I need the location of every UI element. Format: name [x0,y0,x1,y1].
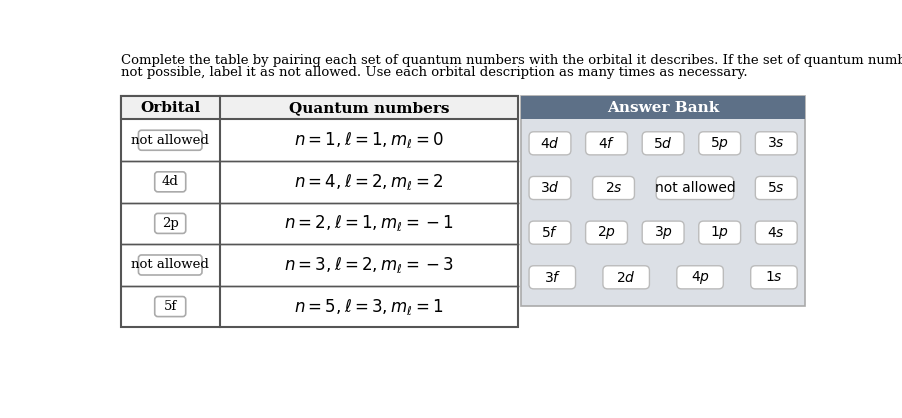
Text: Complete the table by pairing each set of quantum numbers with the orbital it de: Complete the table by pairing each set o… [121,54,902,67]
Text: Orbital: Orbital [140,101,200,115]
Text: not allowed: not allowed [654,181,734,195]
FancyBboxPatch shape [676,266,723,289]
FancyBboxPatch shape [154,296,186,316]
FancyBboxPatch shape [529,176,570,199]
FancyBboxPatch shape [154,172,186,192]
Text: 5f: 5f [163,300,177,313]
FancyBboxPatch shape [698,221,740,244]
FancyBboxPatch shape [754,221,796,244]
Text: not allowed: not allowed [131,258,209,271]
Text: $2p$: $2p$ [596,224,615,241]
Text: $5f$: $5f$ [540,225,558,240]
Text: $1p$: $1p$ [709,224,729,241]
Text: not possible, label it as not allowed. Use each orbital description as many time: not possible, label it as not allowed. U… [121,66,747,79]
FancyBboxPatch shape [754,176,796,199]
FancyBboxPatch shape [154,214,186,233]
Text: $5s$: $5s$ [767,181,784,195]
FancyBboxPatch shape [641,132,684,155]
Text: $3p$: $3p$ [653,224,672,241]
Text: $4p$: $4p$ [690,269,709,286]
Text: 2p: 2p [161,217,179,230]
Text: $n = 1, \ell = 1, m_\ell = 0$: $n = 1, \ell = 1, m_\ell = 0$ [294,130,444,150]
FancyBboxPatch shape [641,221,684,244]
FancyBboxPatch shape [754,132,796,155]
Text: $4s$: $4s$ [767,226,784,240]
Text: not allowed: not allowed [131,134,209,147]
Bar [520,97,804,120]
FancyBboxPatch shape [750,266,796,289]
FancyBboxPatch shape [529,221,570,244]
Text: $2d$: $2d$ [616,270,635,285]
Text: $5p$: $5p$ [709,135,729,152]
Text: 4d: 4d [161,175,179,189]
Text: $3f$: $3f$ [543,270,560,285]
Text: Quantum numbers: Quantum numbers [289,101,449,115]
Text: Answer Bank: Answer Bank [606,101,719,115]
Text: $n = 4, \ell = 2, m_\ell = 2$: $n = 4, \ell = 2, m_\ell = 2$ [294,172,443,192]
FancyBboxPatch shape [698,132,740,155]
Text: $2s$: $2s$ [604,181,621,195]
FancyBboxPatch shape [603,266,649,289]
Text: $n = 3, \ell = 2, m_\ell = -3$: $n = 3, \ell = 2, m_\ell = -3$ [284,255,454,275]
Bar [121,97,518,120]
Text: $n = 2, \ell = 1, m_\ell = -1$: $n = 2, \ell = 1, m_\ell = -1$ [284,214,454,233]
FancyBboxPatch shape [656,176,732,199]
Text: $1s$: $1s$ [764,270,782,284]
Text: $3d$: $3d$ [539,181,559,196]
Text: $4f$: $4f$ [597,136,614,151]
Text: $3s$: $3s$ [767,136,784,150]
FancyBboxPatch shape [138,255,202,275]
FancyBboxPatch shape [585,221,627,244]
FancyBboxPatch shape [585,132,627,155]
Bar [520,97,804,306]
Text: $4d$: $4d$ [539,136,559,151]
Text: $5d$: $5d$ [652,136,672,151]
Text: $n = 5, \ell = 3, m_\ell = 1$: $n = 5, \ell = 3, m_\ell = 1$ [294,296,443,316]
FancyBboxPatch shape [529,132,570,155]
FancyBboxPatch shape [138,130,202,150]
Bar [121,97,518,327]
FancyBboxPatch shape [592,176,634,199]
FancyBboxPatch shape [529,266,575,289]
